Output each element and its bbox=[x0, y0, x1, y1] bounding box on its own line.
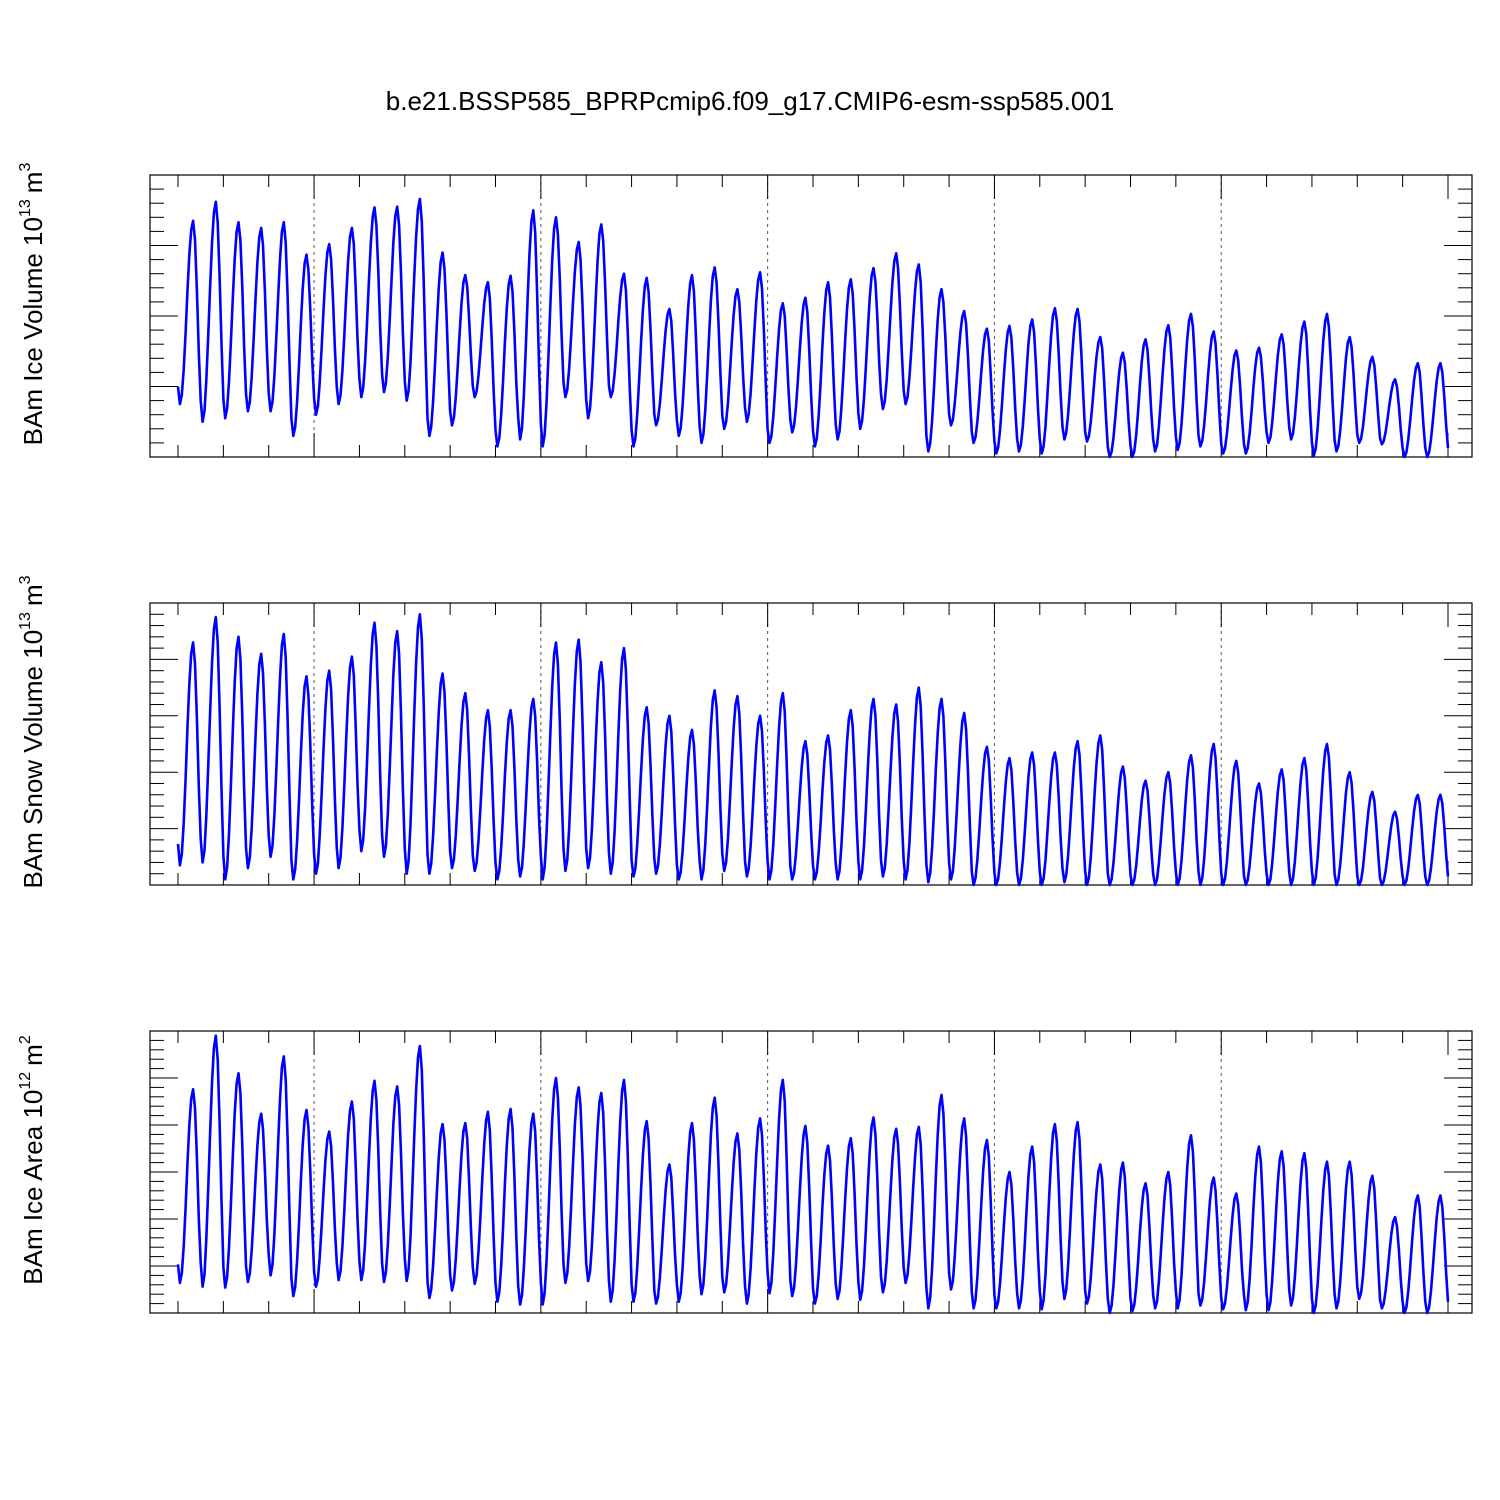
y-axis-label-ylabel-exp: 13 bbox=[17, 199, 34, 217]
series-line-snow-volume bbox=[176, 612, 1450, 887]
y-axis-label-ylabel-unit: m bbox=[18, 584, 48, 606]
y-axis-label-ylabel: BAm Snow Volume 10 bbox=[18, 630, 48, 889]
y-axis-label-ylabel-unit-exp: 3 bbox=[17, 575, 34, 584]
y-axis-label: BAm Ice Volume 1013 m3 bbox=[17, 163, 48, 446]
y-axis-label-ylabel-exp: 12 bbox=[17, 1072, 34, 1090]
panel-ice-area: BAm Ice Area 1012 m2 bbox=[17, 1030, 1473, 1315]
y-axis-label-ylabel-unit: m bbox=[18, 1044, 48, 1066]
y-axis-label-ylabel-unit-exp: 2 bbox=[17, 1035, 34, 1044]
y-axis-label-ylabel-exp: 13 bbox=[17, 612, 34, 630]
y-axis-label: BAm Snow Volume 1013 m3 bbox=[17, 575, 48, 888]
panel-ice-volume: BAm Ice Volume 1013 m3 bbox=[17, 163, 1473, 459]
y-axis-label-ylabel: BAm Ice Volume 10 bbox=[18, 217, 48, 445]
panel-snow-volume: BAm Snow Volume 1013 m3 bbox=[17, 575, 1473, 889]
series-line-ice-area bbox=[176, 1034, 1450, 1315]
figure-title: b.e21.BSSP585_BPRPcmip6.f09_g17.CMIP6-es… bbox=[386, 86, 1114, 116]
y-axis-label-ylabel-unit-exp: 3 bbox=[17, 163, 34, 172]
y-axis-label-ylabel: BAm Ice Area 10 bbox=[18, 1090, 48, 1285]
y-axis-label: BAm Ice Area 1012 m2 bbox=[17, 1035, 48, 1285]
y-axis-label-ylabel-unit: m bbox=[18, 172, 48, 194]
plot-frame bbox=[149, 602, 1473, 886]
series-line-ice-volume bbox=[176, 197, 1450, 459]
